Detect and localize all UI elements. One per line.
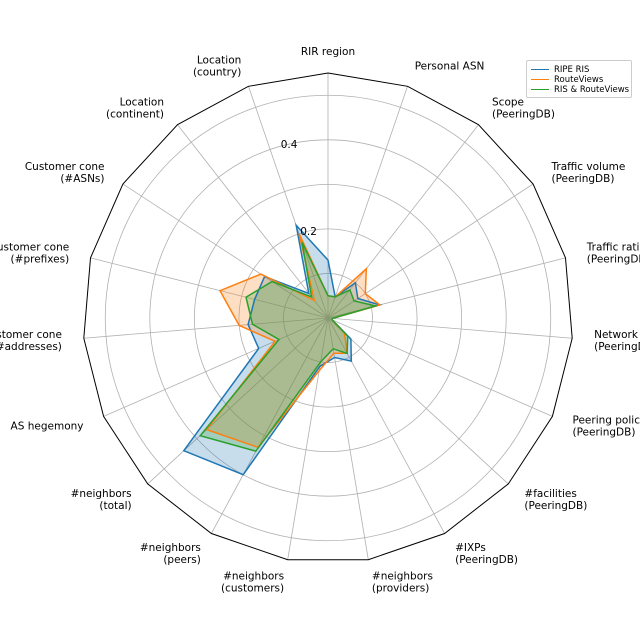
grid-spoke (287, 317, 329, 560)
axis-label: #facilities (PeeringDB) (524, 488, 587, 512)
legend-swatch (531, 79, 549, 80)
series-fill-0 (183, 225, 380, 475)
legend-label: RouteViews (554, 74, 604, 85)
grid-spoke (177, 124, 329, 319)
grid-spoke (83, 317, 329, 339)
axis-label: Network type(PeeringDB) (594, 329, 640, 353)
grid-spoke (327, 317, 573, 339)
grid-spoke (327, 86, 408, 319)
axis-label: Location (country) (193, 55, 241, 79)
grid-spoke (90, 257, 329, 319)
legend-item-ripe-ris: RIPE RIS (531, 64, 589, 75)
axis-label: Traffic volume (PeeringDB) (551, 161, 626, 185)
radial-tick-label: 0.4 (281, 139, 298, 151)
chart-legend: RIPE RIS RouteViews RIS & RouteViews (526, 60, 632, 98)
grid-spoke (248, 86, 329, 319)
series-fill-1 (206, 233, 380, 448)
axis-label: Customer cone (#ASNs) (25, 161, 105, 185)
series-line-2 (198, 241, 379, 453)
grid-spoke (327, 124, 479, 319)
grid-spoke (327, 317, 509, 485)
axis-label: #neighbors (providers) (372, 570, 433, 594)
axis-label: Customer cone(#prefixes) (0, 242, 69, 266)
series-fill-2 (200, 242, 376, 452)
grid-spoke (103, 317, 329, 417)
axis-label: #neighbors (total) (71, 488, 132, 512)
axis-label: #neighbors (peers) (140, 542, 201, 566)
axis-label: Peering policy (PeeringDB) (573, 414, 640, 438)
axis-label: Personal ASN (415, 61, 485, 73)
legend-swatch (531, 69, 549, 70)
radial-tick-label: 0.2 (300, 226, 317, 238)
legend-item-ris-routeviews: RIS & RouteViews (531, 84, 629, 95)
axis-label: Customer cone(#addresses) (0, 329, 62, 353)
radar-axis-labels: RIR region Personal ASN Scope (PeeringDB) Tr… (0, 46, 640, 594)
radar-tick-labels: 0.2 0.4 (281, 139, 317, 238)
axis-label: Scope (PeeringDB) (492, 96, 555, 120)
axis-label: #IXPs (PeeringDB) (455, 542, 518, 566)
grid-spoke (211, 317, 329, 534)
axis-label: Location (continent) (106, 96, 164, 120)
grid-spoke (147, 317, 329, 485)
series-line-1 (205, 233, 382, 449)
radar-series (182, 222, 383, 476)
legend-swatch (531, 89, 549, 90)
grid-spoke (327, 317, 553, 417)
legend-label: RIS & RouteViews (554, 84, 630, 95)
axis-label: RIR region (301, 46, 355, 58)
axis-label: #neighbors (customers) (221, 570, 284, 594)
legend-item-routeviews: RouteViews (531, 74, 603, 85)
axis-label: Traffic ratio(PeeringDB) (586, 242, 640, 266)
axis-label: AS hegemony (11, 420, 84, 432)
radar-frame (83, 72, 573, 561)
legend-label: RIPE RIS (554, 64, 590, 75)
grid-spoke (122, 183, 329, 319)
radar-grid (83, 72, 573, 561)
grid-spoke (327, 183, 534, 319)
